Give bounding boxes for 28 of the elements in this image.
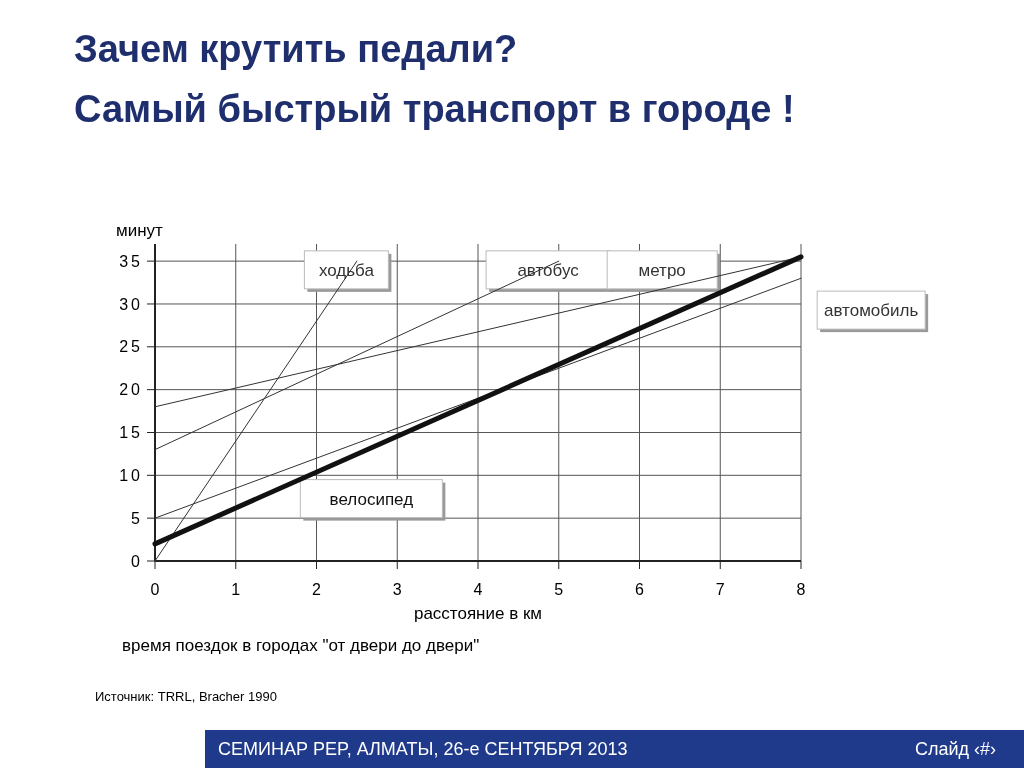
text: Слайд ‹#› bbox=[914, 739, 996, 759]
x-tick-label: 8 bbox=[796, 581, 806, 598]
y-tick-label: 15 bbox=[119, 424, 143, 442]
x-tick-label: 4 bbox=[473, 581, 483, 598]
y-tick-label: 30 bbox=[119, 295, 143, 313]
y-tick-label: 35 bbox=[119, 252, 143, 270]
text: время поездок в городах "от двери до двери" bbox=[122, 636, 480, 655]
text: СЕМИНАР PEP, АЛМАТЫ, 26-е СЕНТЯБРЯ 2013 bbox=[218, 739, 628, 759]
chart-subtitle: Самый быстрый транспорт в городе ! bbox=[74, 88, 795, 130]
y-tick-label: 25 bbox=[119, 338, 143, 356]
x-tick-label: 1 bbox=[231, 581, 241, 598]
y-tick-label: 0 bbox=[131, 552, 143, 570]
x-tick-label: 0 bbox=[150, 581, 160, 598]
chart-title: Зачем крутить педали? bbox=[74, 28, 518, 70]
y-tick-label: 5 bbox=[131, 509, 143, 527]
x-tick-label: 2 bbox=[312, 581, 322, 598]
series-label: метро bbox=[638, 260, 686, 280]
x-tick-label: 5 bbox=[554, 581, 564, 598]
x-axis-title: расстояние в км bbox=[413, 604, 543, 623]
series-label: автомобиль bbox=[823, 301, 919, 321]
text: Источник: TRRL, Bracher 1990 bbox=[95, 689, 277, 704]
series-label: велосипед bbox=[329, 489, 414, 509]
y-tick-label: 20 bbox=[119, 381, 143, 399]
y-tick-label: 10 bbox=[119, 466, 143, 484]
x-tick-label: 3 bbox=[392, 581, 402, 598]
x-tick-label: 6 bbox=[635, 581, 645, 598]
x-tick-label: 7 bbox=[715, 581, 725, 598]
y-axis-title: минут bbox=[116, 221, 164, 240]
